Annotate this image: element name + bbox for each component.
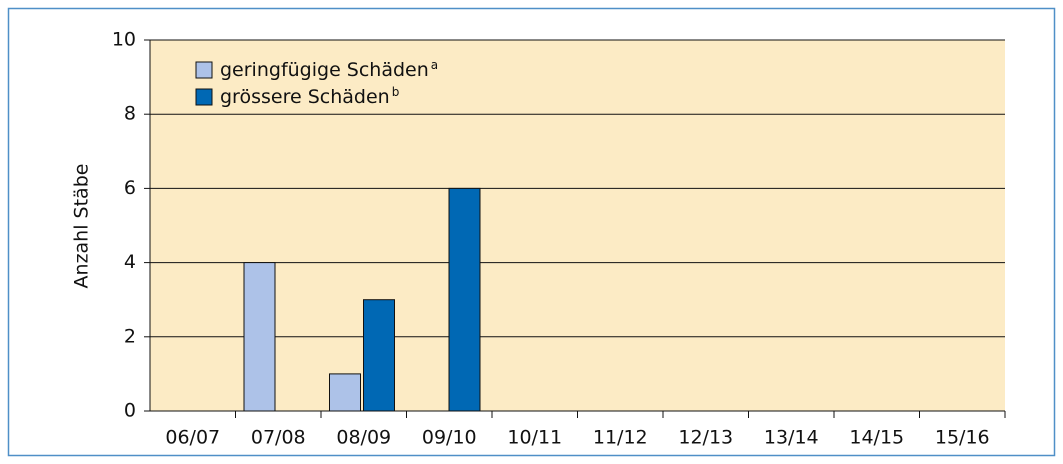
x-tick-label: 10/11 xyxy=(507,427,562,449)
y-tick-label: 4 xyxy=(124,251,136,273)
bar xyxy=(363,299,395,412)
x-tick-label: 11/12 xyxy=(593,427,648,449)
legend-name: grössere Schäden xyxy=(220,86,390,108)
legend-swatch xyxy=(195,61,213,79)
y-tick-label: 10 xyxy=(112,29,136,51)
bar xyxy=(329,373,361,412)
legend-swatch xyxy=(195,88,213,106)
x-tick-label: 13/14 xyxy=(764,427,819,449)
y-tick-label: 0 xyxy=(124,400,136,422)
x-tick-label: 08/09 xyxy=(336,427,391,449)
bar xyxy=(448,187,481,412)
y-axis-label: Anzahl Stäbe xyxy=(71,164,93,289)
legend-name: geringfügige Schäden xyxy=(220,59,429,81)
legend-note: b xyxy=(392,85,400,99)
x-tick-label: 06/07 xyxy=(165,427,220,449)
x-tick-label: 07/08 xyxy=(251,427,306,449)
x-tick-label: 12/13 xyxy=(678,427,733,449)
bar xyxy=(243,262,276,412)
x-tick-label: 14/15 xyxy=(849,427,904,449)
legend-note: a xyxy=(431,58,438,72)
legend-label: grössere Schäden b xyxy=(220,85,399,108)
x-tick-label: 15/16 xyxy=(935,427,990,449)
y-tick-label: 6 xyxy=(124,177,136,199)
plot-area xyxy=(150,40,1005,411)
y-tick-label: 8 xyxy=(124,103,136,125)
y-tick-label: 2 xyxy=(124,325,136,347)
legend-label: geringfügige Schäden a xyxy=(220,58,438,81)
x-tick-label: 09/10 xyxy=(422,427,477,449)
